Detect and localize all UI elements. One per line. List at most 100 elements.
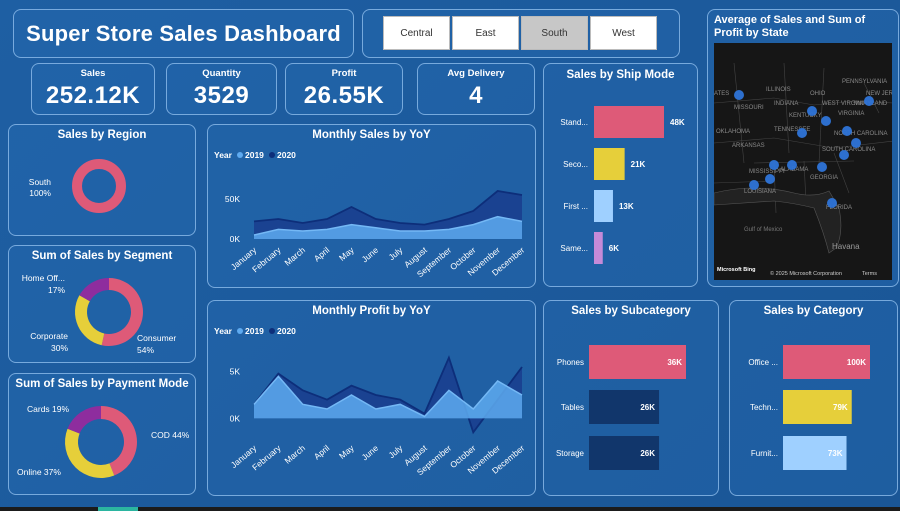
- chart-title: Sales by Subcategory: [571, 305, 691, 317]
- area-2019: [254, 216, 522, 239]
- y-tick-label: 50K: [225, 194, 240, 204]
- bar: [589, 345, 686, 379]
- map-bubble: [749, 180, 759, 190]
- x-tick-label: April: [312, 245, 332, 264]
- x-tick-label: March: [282, 443, 307, 466]
- map-svg: ATES ILLINOIS INDIANA OHIO PENNSYLVANIA NEW J…: [714, 62, 892, 277]
- data-label: 13K: [619, 202, 634, 211]
- ship-mode-chart: Stand... 48K Seco... 21K First ... 13K Same...…: [560, 106, 685, 264]
- map-label-havana: Havana: [832, 242, 860, 251]
- kpi-value: 4: [469, 82, 483, 109]
- category-label: First ...: [564, 202, 588, 211]
- bar: [783, 390, 852, 424]
- state-border: [818, 67, 825, 164]
- category-label: Same...: [560, 244, 588, 253]
- map-label-west-virginia: WEST VIRGINIA: [822, 101, 867, 107]
- map-bubble: [851, 138, 861, 148]
- slicer-option-west[interactable]: West: [590, 16, 657, 50]
- data-label: 26K: [640, 449, 655, 458]
- x-tick-label: June: [360, 245, 381, 265]
- map-label-arkansas: ARKANSAS: [732, 143, 765, 149]
- data-label: Corporate: [30, 331, 68, 341]
- category-label: Storage: [556, 449, 585, 458]
- kpi-value: 252.12K: [45, 82, 141, 109]
- bar: [594, 106, 664, 138]
- slicer-option-central[interactable]: Central: [383, 16, 450, 50]
- bar: [783, 345, 870, 379]
- segment-slice: [75, 295, 105, 346]
- y-tick-label: 0K: [230, 234, 241, 244]
- map-label-missouri: MISSOURI: [734, 105, 764, 111]
- category-label: Furnit...: [751, 449, 778, 458]
- data-label: 48K: [670, 118, 685, 127]
- category-label: Phones: [557, 358, 584, 367]
- map-title: Average of Sales and Sum of Profit by St…: [714, 14, 866, 39]
- kpi-label: Sales: [80, 68, 106, 79]
- region-card: Sales by Region South 100%: [8, 124, 196, 236]
- map-bubble: [797, 128, 807, 138]
- map-bubble: [817, 162, 827, 172]
- category-label: Office ...: [748, 358, 778, 367]
- legend-marker-2019: [237, 152, 243, 158]
- map-logo: Microsoft Bing: [717, 267, 756, 273]
- region-slice: [72, 159, 126, 213]
- map-label-tennessee: TENNESSEE: [774, 127, 810, 133]
- legend-marker-2019: [237, 328, 243, 334]
- data-label: Home Off...: [22, 273, 65, 283]
- monthly-profit-card: Monthly Profit by YoY Year 2019 2020 0K 5K Ja…: [207, 300, 536, 496]
- chart-title: Sales by Ship Mode: [566, 69, 675, 81]
- line-2020: [253, 190, 523, 226]
- data-label: Consumer: [137, 333, 176, 343]
- bar: [783, 436, 847, 470]
- slicer-option-east[interactable]: East: [452, 16, 519, 50]
- map-label-florida: FLORIDA: [826, 205, 852, 211]
- title-card: Super Store Sales Dashboard: [13, 9, 354, 58]
- map-label-south-carolina: SOUTH CAROLINA: [822, 147, 875, 153]
- state-map[interactable]: ATES ILLINOIS INDIANA OHIO PENNSYLVANIA NEW J…: [714, 43, 892, 280]
- segment-slice: [79, 278, 109, 302]
- legend-item: 2020: [277, 150, 296, 160]
- gulf-coast: [714, 187, 842, 254]
- bar: [594, 190, 613, 222]
- kpi-label: Quantity: [202, 68, 241, 79]
- map-bubble: [734, 90, 744, 100]
- legend-item: 2019: [245, 150, 264, 160]
- data-label: 100%: [29, 188, 51, 198]
- bar: [589, 390, 660, 424]
- x-tick-label: April: [312, 443, 332, 462]
- payment-slice: [101, 406, 138, 476]
- map-label-virginia: VIRGINIA: [838, 111, 864, 117]
- map-bubble: [769, 160, 779, 170]
- y-tick-label: 0K: [230, 413, 241, 423]
- map-bubble: [842, 126, 852, 136]
- category-label: Stand...: [560, 118, 588, 127]
- map-label-ates: ATES: [714, 91, 729, 97]
- data-label: Online 37%: [17, 467, 61, 477]
- data-label: 26K: [640, 403, 655, 412]
- category-label: Seco...: [563, 160, 588, 169]
- chart-title: Sum of Sales by Segment: [31, 250, 173, 262]
- map-label-kentucky: KENTUCKY: [789, 113, 822, 119]
- chart-title: Sales by Category: [763, 305, 864, 317]
- map-label-gulf: Gulf of Mexico: [744, 227, 783, 233]
- data-label: Cards 19%: [27, 404, 69, 414]
- state-border: [733, 62, 745, 164]
- slicer-option-south[interactable]: South: [521, 16, 588, 50]
- category-label: Tables: [561, 403, 584, 412]
- legend-item: 2020: [277, 326, 296, 336]
- chart-title: Monthly Profit by YoY: [312, 305, 431, 317]
- page-tab[interactable]: [98, 507, 138, 511]
- legend-marker-2020: [269, 152, 275, 158]
- line-2019: [253, 375, 523, 418]
- state-border: [773, 162, 777, 214]
- subcategory-card: Sales by Subcategory Phones 36K Tables 26K S…: [543, 300, 719, 496]
- kpi-label: Avg Delivery: [447, 68, 505, 79]
- map-label-indiana: INDIANA: [774, 101, 798, 107]
- x-tick-label: July: [386, 244, 405, 262]
- segment-slice: [101, 278, 143, 346]
- data-label: 73K: [828, 449, 843, 458]
- bar: [594, 148, 625, 180]
- kpi-label: Profit: [331, 68, 357, 79]
- map-label-oklahoma: OKLAHOMA: [716, 129, 750, 135]
